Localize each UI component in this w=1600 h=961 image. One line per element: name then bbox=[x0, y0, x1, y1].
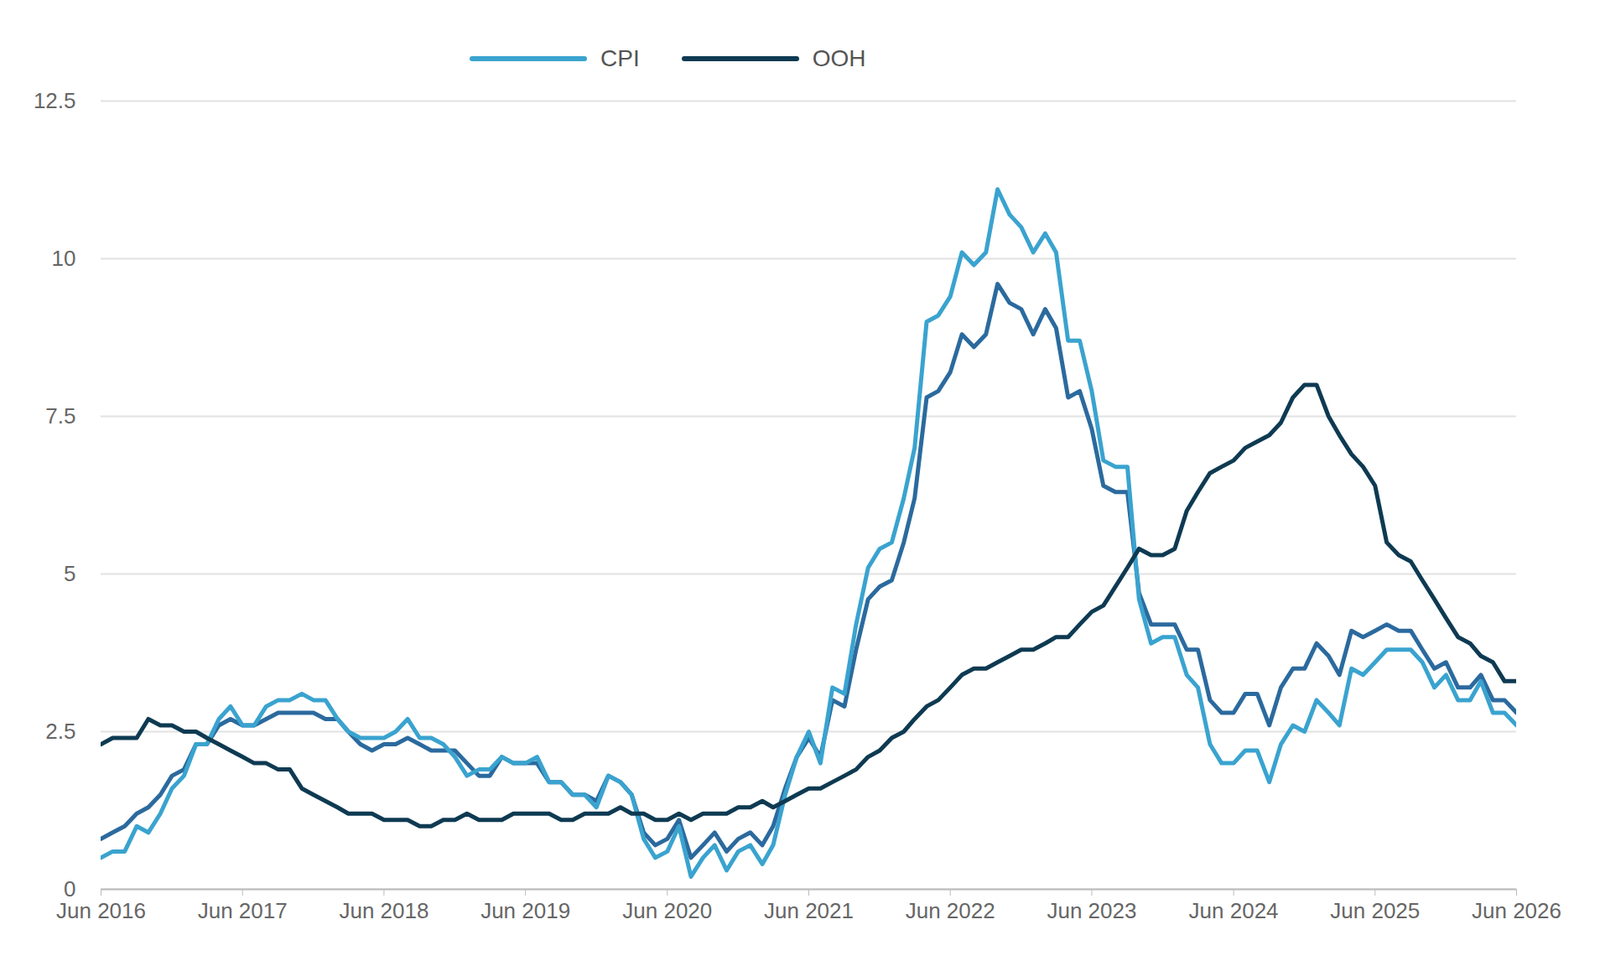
svg-text:Jun 2024: Jun 2024 bbox=[1189, 898, 1279, 924]
svg-text:Jun 2021: Jun 2021 bbox=[763, 898, 854, 924]
svg-text:Jun 2022: Jun 2022 bbox=[905, 898, 996, 924]
svg-text:12.5: 12.5 bbox=[33, 88, 77, 114]
svg-text:10: 10 bbox=[51, 245, 77, 271]
svg-text:5: 5 bbox=[63, 561, 76, 587]
html-text:OOH: OOH bbox=[812, 45, 866, 72]
html-text:CPI: CPI bbox=[600, 45, 640, 72]
svg-text:0: 0 bbox=[63, 876, 76, 902]
svg-text:Jun 2023: Jun 2023 bbox=[1046, 898, 1137, 924]
svg-text:Jun 2016: Jun 2016 bbox=[56, 898, 146, 924]
svg-text:7.5: 7.5 bbox=[45, 403, 76, 429]
svg-text:Jun 2019: Jun 2019 bbox=[480, 898, 571, 924]
svg-text:2.5: 2.5 bbox=[45, 718, 76, 744]
svg-text:Jun 2018: Jun 2018 bbox=[338, 898, 429, 924]
svg-text:Jun 2020: Jun 2020 bbox=[622, 898, 712, 924]
svg-text:Jun 2017: Jun 2017 bbox=[197, 898, 288, 924]
svg-text:Jun 2026: Jun 2026 bbox=[1471, 898, 1562, 924]
svg-text:Jun 2025: Jun 2025 bbox=[1329, 898, 1420, 924]
